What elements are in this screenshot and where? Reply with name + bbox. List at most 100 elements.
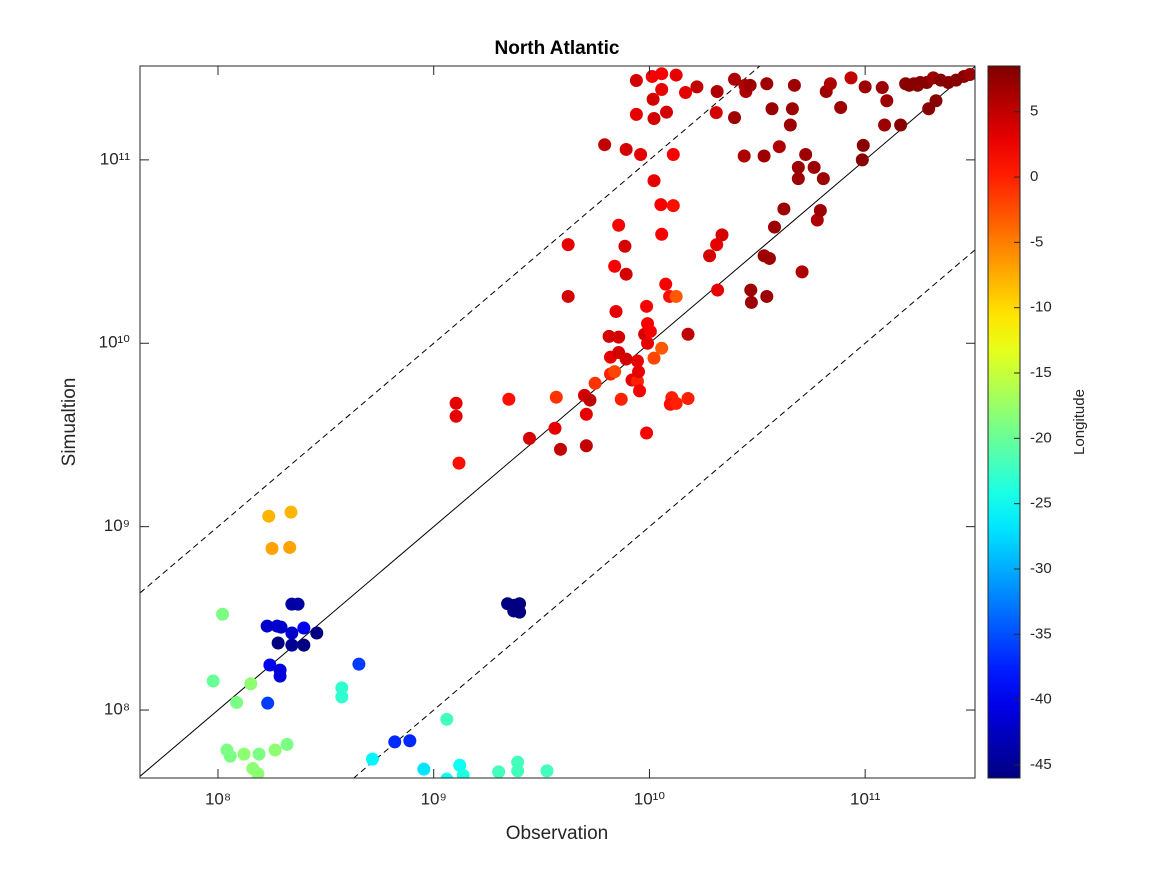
- point: [728, 111, 742, 125]
- point: [807, 160, 821, 174]
- point: [681, 391, 695, 405]
- y-tick-label: 10¹⁰: [99, 333, 131, 352]
- point: [743, 78, 757, 92]
- colorbar-tick-label: -45: [1030, 756, 1052, 773]
- colorbar-tick-label: -10: [1030, 299, 1052, 316]
- point: [647, 351, 661, 365]
- point: [875, 81, 889, 95]
- point: [728, 72, 742, 86]
- point: [619, 352, 633, 366]
- point: [449, 396, 463, 410]
- point: [768, 220, 782, 234]
- colorbar-label: Longitude: [1071, 389, 1088, 455]
- point: [283, 540, 297, 554]
- point: [403, 734, 417, 748]
- colorbar-tick-label: -15: [1030, 364, 1052, 381]
- y-tick-label: 10⁹: [104, 516, 130, 535]
- point: [633, 384, 647, 398]
- point: [630, 354, 644, 368]
- point: [647, 174, 661, 188]
- point: [690, 80, 704, 94]
- point: [791, 172, 805, 186]
- axes-box: [139, 65, 976, 779]
- point: [579, 439, 593, 453]
- point: [791, 160, 805, 174]
- point: [206, 674, 220, 688]
- point: [834, 101, 848, 115]
- point: [762, 251, 776, 265]
- point: [795, 265, 809, 279]
- y-axis-label: Simualtion: [59, 378, 80, 467]
- point: [223, 749, 237, 763]
- point: [760, 289, 774, 303]
- point: [261, 696, 275, 710]
- reference-line: [140, 66, 975, 777]
- point: [655, 67, 669, 81]
- point: [271, 636, 285, 650]
- point: [440, 772, 454, 778]
- point: [335, 690, 349, 704]
- point: [799, 147, 813, 161]
- point: [880, 94, 894, 108]
- point: [709, 106, 723, 120]
- point: [583, 393, 597, 407]
- point: [268, 743, 282, 757]
- point: [629, 73, 643, 87]
- point: [816, 172, 830, 186]
- point: [643, 324, 657, 338]
- point: [335, 681, 349, 695]
- point: [655, 82, 669, 96]
- point: [703, 249, 717, 263]
- point: [823, 77, 837, 91]
- colorbar-tick-label: 5: [1030, 103, 1038, 120]
- point: [285, 626, 299, 640]
- point: [452, 456, 466, 470]
- point: [744, 295, 758, 309]
- point: [609, 305, 623, 319]
- point: [619, 142, 633, 156]
- colorbar-tick-label: -5: [1030, 233, 1043, 250]
- point: [760, 77, 774, 91]
- point: [666, 147, 680, 161]
- point: [608, 259, 622, 273]
- point: [783, 118, 797, 132]
- point: [548, 421, 562, 435]
- point: [284, 505, 298, 519]
- point: [679, 86, 693, 100]
- point: [813, 203, 827, 217]
- point: [618, 239, 632, 253]
- point: [659, 277, 673, 291]
- point: [579, 407, 593, 421]
- point: [265, 542, 279, 556]
- point: [710, 238, 724, 252]
- point: [711, 283, 725, 297]
- x-tick-label: 10¹⁰: [634, 789, 666, 808]
- point: [511, 764, 525, 778]
- point: [844, 71, 858, 85]
- y-tick-label: 10¹¹: [100, 149, 131, 168]
- point: [666, 199, 680, 213]
- point: [669, 396, 683, 410]
- point: [310, 626, 324, 640]
- point: [297, 638, 311, 652]
- point: [216, 607, 230, 621]
- reference-line: [352, 249, 975, 778]
- point: [280, 737, 294, 751]
- point: [553, 442, 567, 456]
- point: [291, 597, 305, 611]
- x-axis-label: Observation: [506, 823, 608, 844]
- point: [456, 768, 470, 778]
- point: [757, 149, 771, 163]
- colorbar-tick-label: -35: [1030, 625, 1052, 642]
- y-tick-label: 10⁸: [104, 700, 130, 719]
- point: [785, 102, 799, 116]
- point: [647, 112, 661, 126]
- point: [230, 695, 244, 709]
- point: [681, 327, 695, 341]
- point: [612, 218, 626, 232]
- point: [297, 621, 311, 635]
- point: [640, 426, 654, 440]
- point: [502, 392, 516, 406]
- x-tick-label: 10⁸: [205, 789, 231, 808]
- point: [285, 638, 299, 652]
